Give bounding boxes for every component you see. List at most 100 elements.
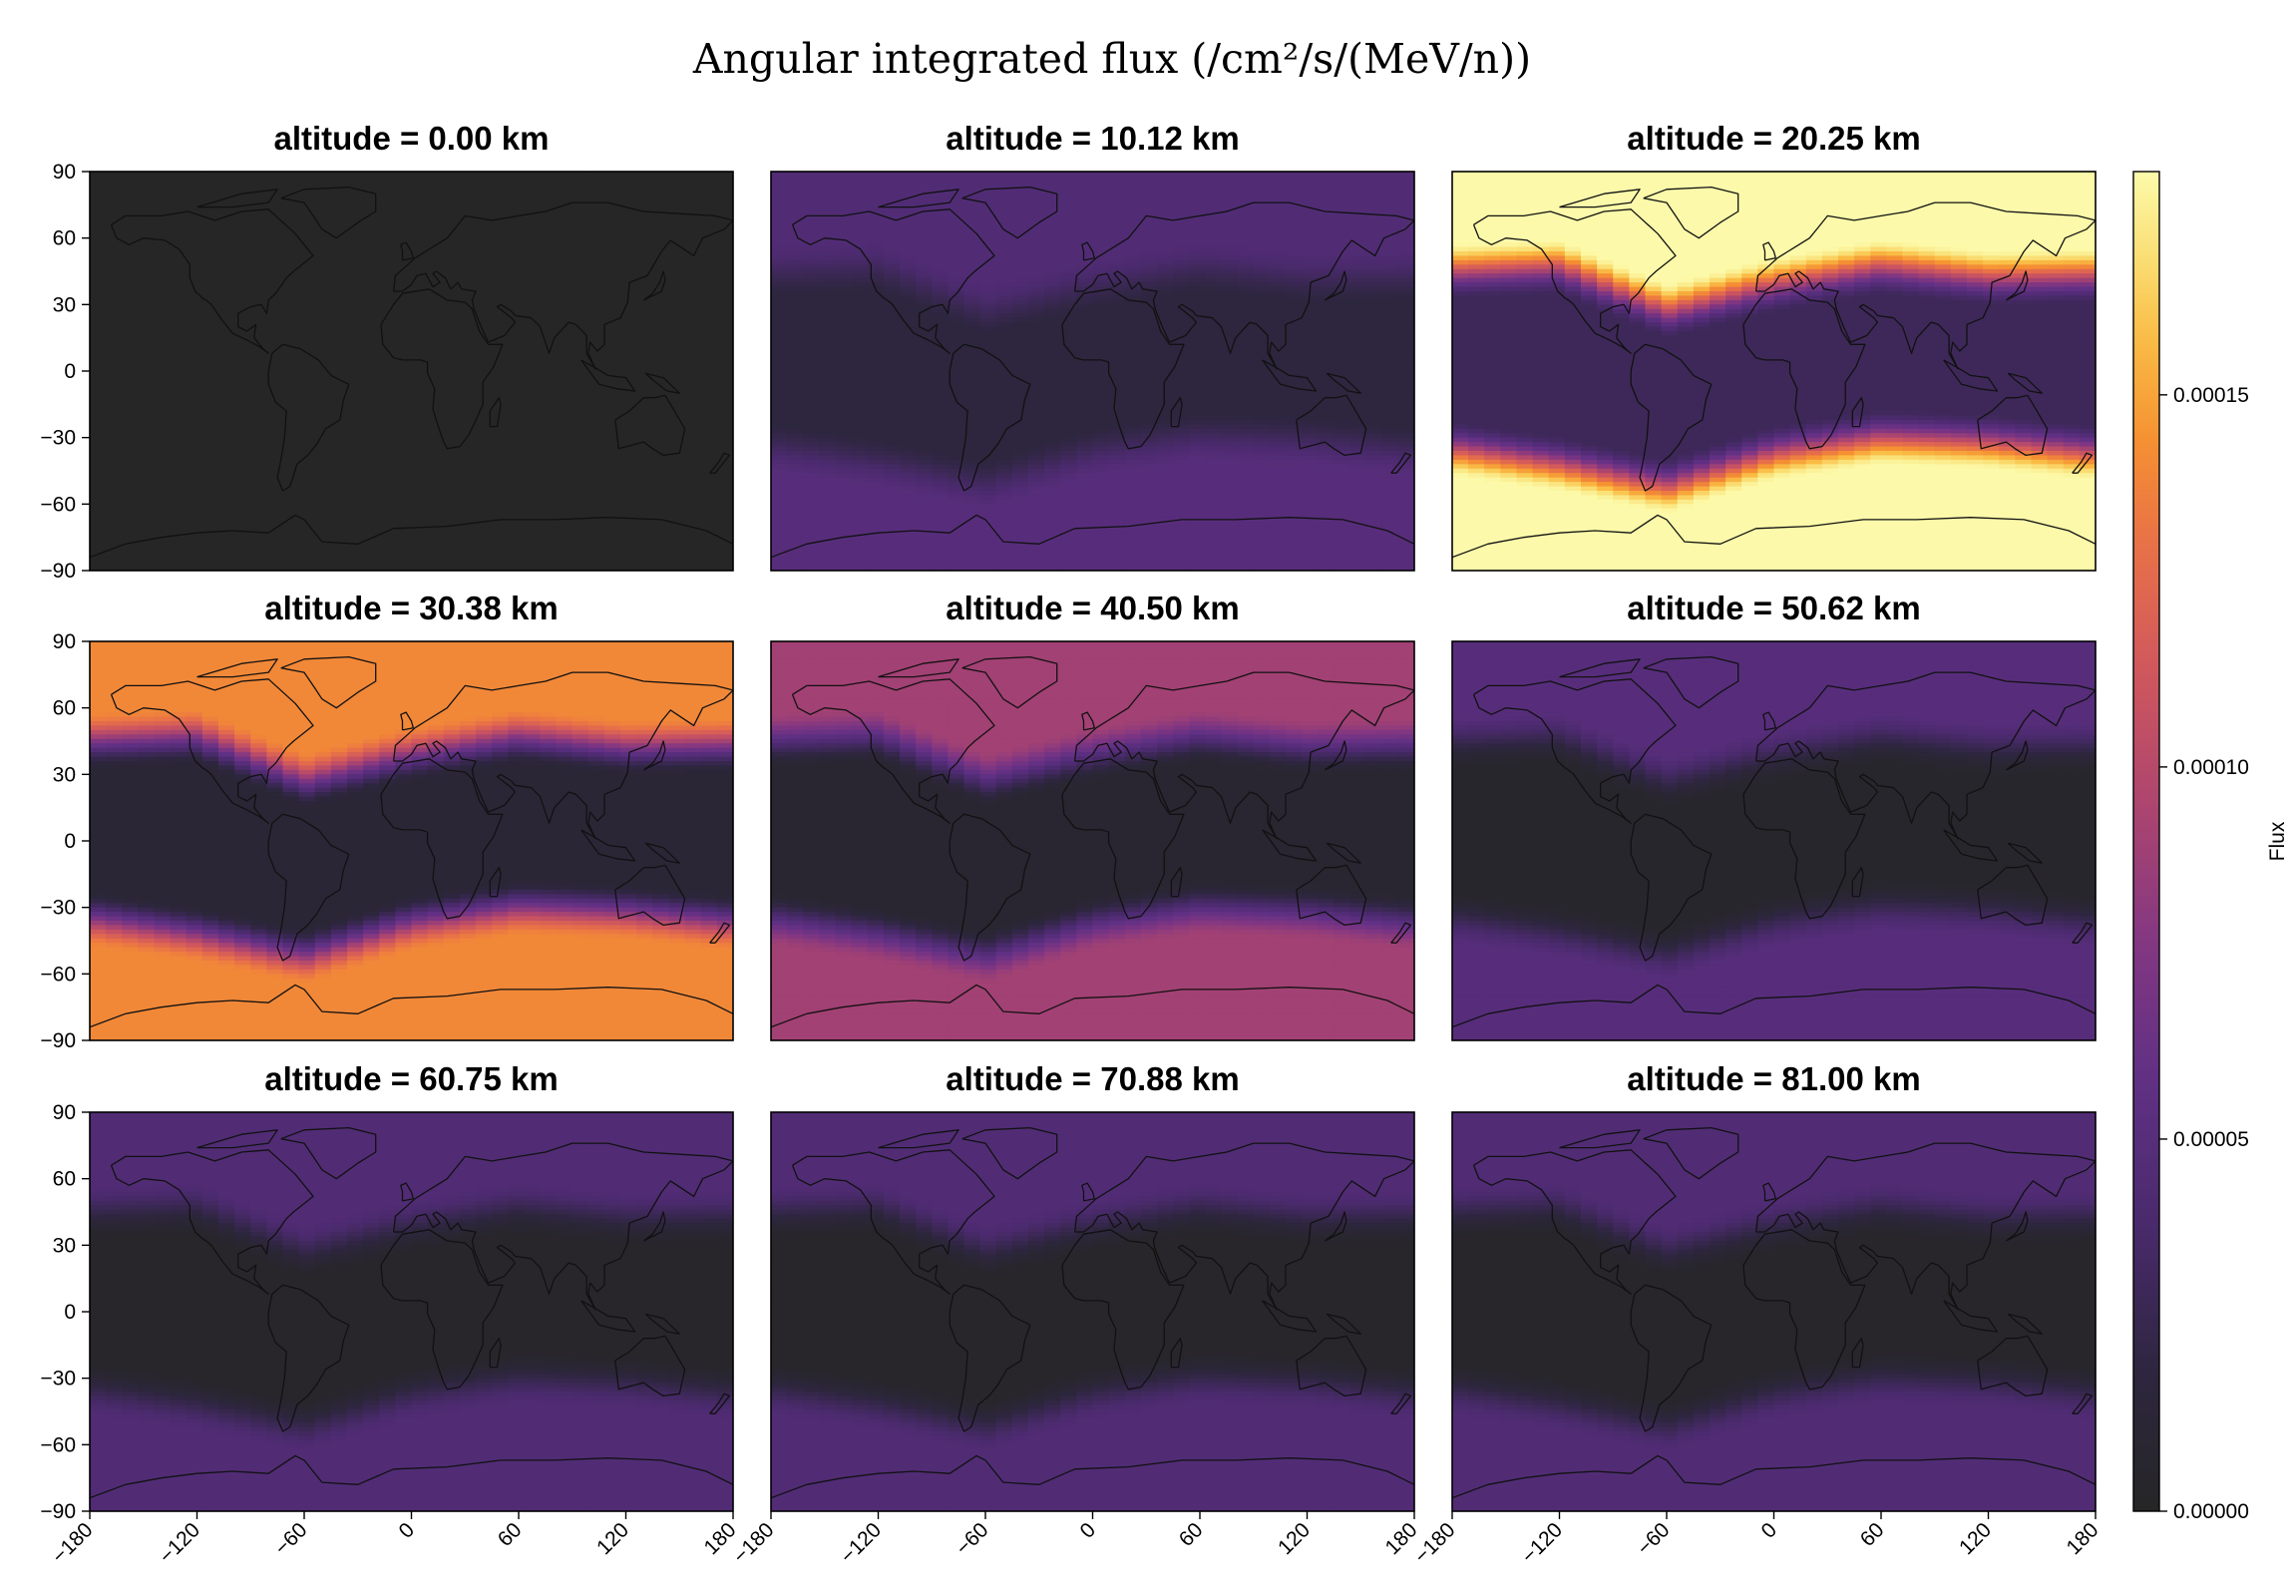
flux-cell xyxy=(851,526,869,532)
flux-cell xyxy=(201,282,219,288)
flux-cell xyxy=(540,273,558,279)
flux-cell xyxy=(443,415,461,421)
flux-cell xyxy=(90,215,107,221)
flux-cell xyxy=(700,339,718,345)
flux-cell xyxy=(867,348,885,354)
flux-cell xyxy=(314,402,332,408)
flux-cell xyxy=(524,371,542,377)
flux-cell xyxy=(379,446,396,452)
flux-cell xyxy=(948,477,965,483)
flux-cell xyxy=(916,482,933,488)
flux-cell xyxy=(636,526,653,532)
flux-cell xyxy=(587,517,605,523)
flux-cell xyxy=(314,473,332,479)
flux-cell xyxy=(508,566,525,571)
flux-cell xyxy=(963,371,981,377)
flux-cell xyxy=(459,331,477,337)
flux-cell xyxy=(492,459,509,465)
flux-cell xyxy=(803,486,820,492)
flux-cell xyxy=(379,194,396,200)
flux-cell xyxy=(803,268,820,274)
flux-cell xyxy=(587,415,605,421)
flux-cell xyxy=(218,202,235,208)
flux-cell xyxy=(524,268,542,274)
flux-cell xyxy=(186,419,203,425)
flux-cell xyxy=(330,286,348,292)
flux-cell xyxy=(90,331,107,337)
flux-cell xyxy=(684,299,702,305)
flux-cell xyxy=(963,264,981,270)
flux-cell xyxy=(138,299,156,305)
flux-cell xyxy=(508,180,525,186)
flux-cell xyxy=(835,202,853,208)
flux-cell xyxy=(443,371,461,377)
flux-cell xyxy=(900,393,917,399)
flux-cell xyxy=(90,194,107,200)
y-tick-label: 0 xyxy=(64,360,76,383)
flux-cell xyxy=(411,366,429,372)
flux-cell xyxy=(363,344,380,350)
flux-cell xyxy=(916,362,933,368)
flux-cell xyxy=(427,264,445,270)
flux-cell xyxy=(867,473,885,479)
flux-cell xyxy=(154,517,172,523)
flux-cell xyxy=(963,491,981,497)
flux-cell xyxy=(819,322,837,328)
flux-cell xyxy=(620,335,637,341)
flux-cell xyxy=(620,246,637,252)
flux-cell xyxy=(556,313,574,319)
flux-cell xyxy=(411,522,429,528)
flux-cell xyxy=(883,211,901,217)
flux-cell xyxy=(620,326,637,332)
flux-cell xyxy=(508,172,525,178)
flux-cell xyxy=(716,246,733,252)
flux-cell xyxy=(900,535,917,541)
flux-cell xyxy=(122,224,139,230)
flux-cell xyxy=(170,379,188,385)
flux-cell xyxy=(395,411,413,417)
flux-cell xyxy=(459,237,477,243)
flux-cell xyxy=(154,544,172,550)
flux-cell xyxy=(900,362,917,368)
flux-cell xyxy=(122,526,139,532)
flux-cell xyxy=(787,455,804,461)
flux-cell xyxy=(298,513,316,519)
flux-cell xyxy=(363,255,380,261)
flux-cell xyxy=(427,246,445,252)
flux-cell xyxy=(154,384,172,390)
flux-cell xyxy=(298,194,316,200)
flux-cell xyxy=(201,535,219,541)
flux-cell xyxy=(636,362,653,368)
flux-cell xyxy=(652,353,670,359)
flux-cell xyxy=(250,397,267,403)
flux-cell xyxy=(218,282,235,288)
flux-cell xyxy=(540,189,558,195)
flux-cell xyxy=(684,228,702,234)
flux-cell xyxy=(803,388,820,394)
flux-cell xyxy=(700,437,718,443)
flux-cell xyxy=(963,513,981,519)
flux-cell xyxy=(443,513,461,519)
flux-cell xyxy=(716,442,733,448)
flux-cell xyxy=(604,495,621,501)
flux-cell xyxy=(979,219,997,225)
flux-cell xyxy=(883,379,901,385)
flux-cell xyxy=(508,206,525,212)
flux-cell xyxy=(684,322,702,328)
flux-cell xyxy=(492,233,509,239)
flux-cell xyxy=(411,219,429,225)
flux-cell xyxy=(330,219,348,225)
flux-cell xyxy=(201,317,219,323)
flux-cell xyxy=(282,424,300,430)
flux-cell xyxy=(572,411,589,417)
flux-cell xyxy=(668,194,686,200)
flux-cell xyxy=(492,331,509,337)
flux-cell xyxy=(587,526,605,532)
flux-cell xyxy=(330,348,348,354)
flux-cell xyxy=(122,206,139,212)
flux-cell xyxy=(883,522,901,528)
flux-cell xyxy=(771,539,788,545)
flux-cell xyxy=(803,180,820,186)
flux-cell xyxy=(298,339,316,345)
flux-cell xyxy=(154,495,172,501)
